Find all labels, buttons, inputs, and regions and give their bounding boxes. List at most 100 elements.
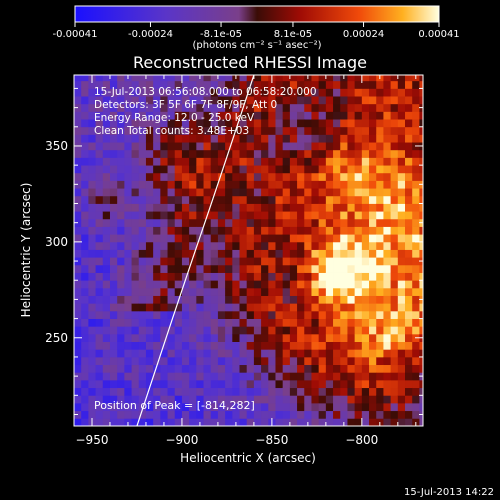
- heatmap-cell: [203, 80, 212, 89]
- heatmap-cell: [95, 264, 104, 273]
- heatmap-cell: [232, 372, 240, 381]
- heatmap-cell: [81, 80, 89, 89]
- heatmap-cell: [347, 333, 356, 342]
- heatmap-cell: [390, 226, 399, 235]
- heatmap-cell: [369, 119, 377, 128]
- heatmap-cell: [369, 349, 377, 358]
- heatmap-cell: [131, 165, 140, 174]
- heatmap-cell: [354, 88, 363, 97]
- heatmap-cell: [405, 395, 413, 404]
- heatmap-cell: [196, 387, 204, 396]
- heatmap-cell: [181, 326, 190, 335]
- heatmap-cell: [340, 402, 348, 412]
- heatmap-cell: [124, 218, 132, 227]
- heatmap-cell: [412, 310, 420, 319]
- heatmap-cell: [145, 203, 154, 212]
- heatmap-cell: [275, 126, 284, 135]
- heatmap-cell: [138, 318, 147, 327]
- heatmap-cell: [124, 211, 132, 220]
- heatmap-cell: [419, 241, 423, 250]
- heatmap-cell: [297, 203, 305, 212]
- heatmap-cell: [275, 410, 284, 419]
- heatmap-cell: [246, 410, 255, 419]
- chart-title: Reconstructed RHESSI Image: [133, 53, 367, 72]
- heatmap-cell: [153, 387, 161, 396]
- heatmap-cell: [225, 75, 233, 82]
- heatmap-cell: [102, 395, 111, 404]
- heatmap-cell: [340, 103, 348, 112]
- heatmap-cell: [397, 75, 406, 82]
- heatmap-cell: [74, 226, 82, 235]
- heatmap-cell: [397, 195, 406, 204]
- heatmap-cell: [282, 157, 291, 166]
- heatmap-cell: [95, 356, 104, 366]
- heatmap-cell: [174, 280, 183, 289]
- heatmap-cell: [217, 287, 226, 296]
- heatmap-cell: [246, 418, 255, 426]
- heatmap-cell: [405, 349, 413, 358]
- heatmap-cell: [181, 318, 190, 327]
- heatmap-cell: [81, 149, 89, 158]
- heatmap-cell: [405, 111, 413, 120]
- heatmap-cell: [167, 88, 176, 97]
- heatmap-cell: [419, 234, 423, 243]
- heatmap-cell: [419, 119, 423, 128]
- heatmap-cell: [405, 195, 413, 204]
- heatmap-cell: [81, 372, 89, 381]
- heatmap-cell: [361, 180, 370, 189]
- heatmap-cell: [318, 180, 327, 189]
- heatmap-cell: [160, 303, 168, 312]
- heatmap-cell: [74, 280, 82, 289]
- heatmap-cell: [117, 103, 125, 112]
- heatmap-cell: [189, 249, 197, 258]
- heatmap-cell: [210, 395, 219, 404]
- heatmap-cell: [109, 180, 118, 189]
- heatmap-cell: [225, 149, 233, 158]
- heatmap-cell: [124, 303, 132, 312]
- heatmap-cell: [131, 96, 140, 105]
- heatmap-cell: [354, 75, 363, 82]
- heatmap-cell: [232, 111, 240, 120]
- heatmap-cell: [102, 272, 111, 281]
- heatmap-cell: [405, 326, 413, 335]
- heatmap-cell: [138, 241, 147, 250]
- heatmap-cell: [397, 149, 406, 158]
- heatmap-cell: [376, 295, 384, 304]
- heatmap-cell: [95, 379, 104, 389]
- heatmap-cell: [297, 88, 305, 97]
- heatmap-cell: [74, 264, 82, 273]
- heatmap-cell: [333, 418, 341, 426]
- heatmap-cell: [311, 333, 320, 342]
- heatmap-cell: [145, 257, 154, 266]
- heatmap-cell: [390, 96, 399, 105]
- heatmap-cell: [117, 142, 125, 151]
- heatmap-cell: [412, 395, 420, 404]
- heatmap-cell: [253, 372, 262, 381]
- heatmap-cell: [304, 142, 312, 151]
- heatmap-cell: [311, 318, 320, 327]
- heatmap-cell: [153, 280, 161, 289]
- heatmap-cell: [153, 257, 161, 266]
- heatmap-cell: [102, 142, 111, 151]
- heatmap-cell: [405, 75, 413, 82]
- heatmap-cell: [390, 372, 399, 381]
- heatmap-cell: [138, 126, 147, 135]
- heatmap-cell: [289, 103, 298, 112]
- heatmap-cell: [217, 88, 226, 97]
- heatmap-cell: [210, 211, 219, 220]
- heatmap-cell: [289, 142, 298, 151]
- heatmap-cell: [109, 318, 118, 327]
- heatmap-cell: [88, 280, 96, 289]
- heatmap-cell: [311, 142, 320, 151]
- heatmap-cell: [145, 287, 154, 296]
- heatmap-cell: [225, 172, 233, 181]
- heatmap-cell: [217, 203, 226, 212]
- heatmap-cell: [232, 96, 240, 105]
- heatmap-cell: [210, 372, 219, 381]
- heatmap-cell: [340, 387, 348, 396]
- heatmap-cell: [275, 142, 284, 151]
- heatmap-cell: [347, 111, 356, 120]
- heatmap-cell: [369, 180, 377, 189]
- heatmap-cell: [340, 195, 348, 204]
- heatmap-cell: [109, 310, 118, 319]
